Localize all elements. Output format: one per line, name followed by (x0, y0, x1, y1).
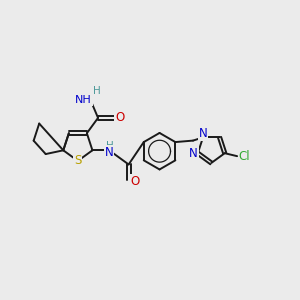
Text: O: O (130, 175, 139, 188)
Text: Cl: Cl (238, 150, 250, 163)
Text: N: N (104, 146, 113, 159)
Text: NH: NH (75, 95, 92, 105)
Text: N: N (199, 127, 207, 140)
Text: O: O (115, 111, 124, 124)
Text: N: N (189, 147, 198, 160)
Text: H: H (106, 141, 114, 151)
Text: H: H (93, 86, 101, 96)
Text: S: S (74, 154, 82, 167)
